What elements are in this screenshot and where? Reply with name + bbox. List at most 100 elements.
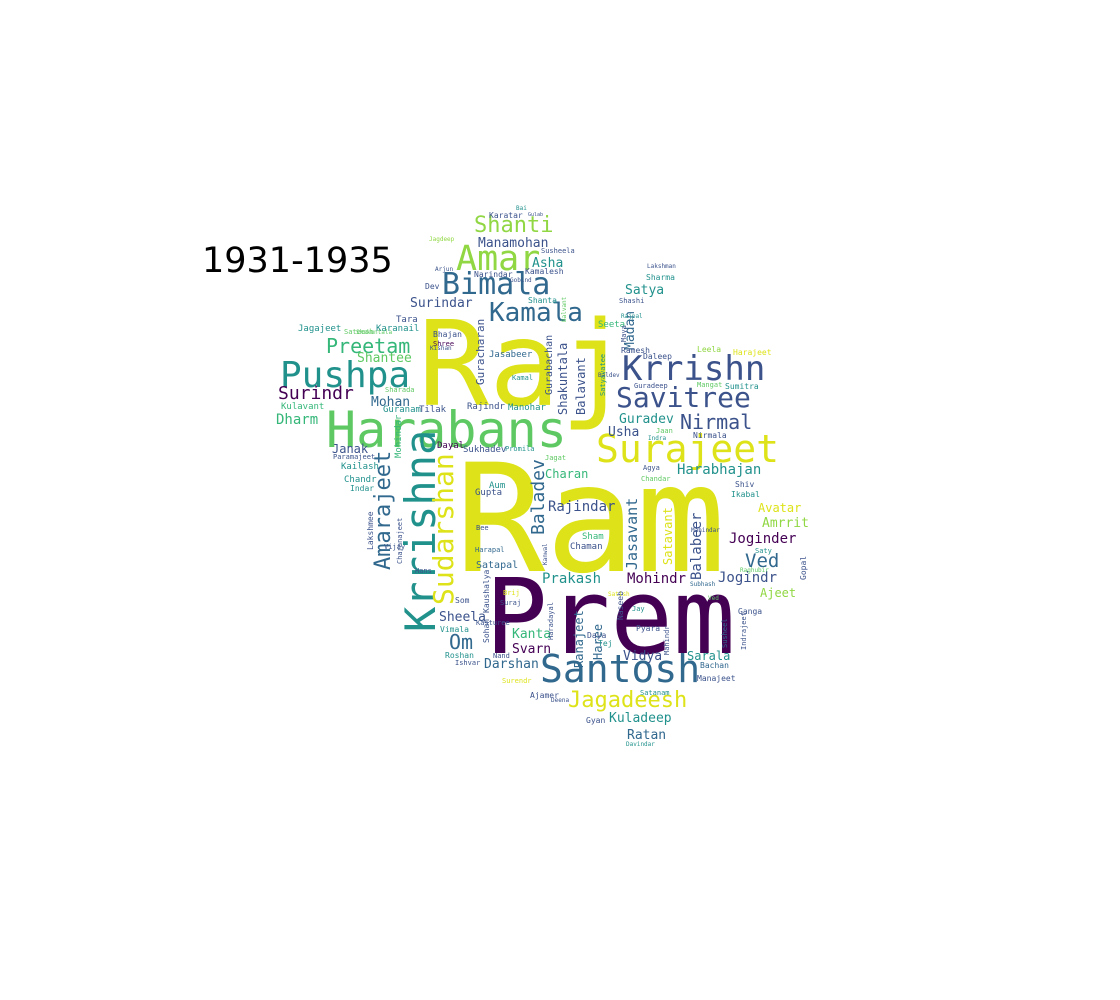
word-cloud-word: Sateesh: [344, 328, 374, 336]
word-cloud-word: Mohan: [371, 395, 411, 410]
word-cloud-word: Susheela: [541, 247, 575, 255]
word-cloud-word: Chandar: [641, 475, 671, 483]
word-cloud-word: Lakshman: [647, 263, 676, 270]
word-cloud-word: Vimala: [440, 625, 469, 634]
word-cloud-word: Ranajeet: [572, 610, 586, 668]
word-cloud-word: Arjun: [435, 266, 454, 273]
word-cloud-word: Guracharan: [474, 318, 487, 385]
word-cloud-word: Sohan: [482, 618, 491, 643]
word-cloud-word: Tara: [396, 315, 418, 325]
word-cloud-word: Satapal: [476, 560, 519, 571]
word-cloud-word: Rajpal: [621, 313, 643, 320]
word-cloud-word: Chaman: [570, 542, 603, 552]
word-cloud-word: Satish: [608, 591, 630, 598]
word-cloud-word: Hans: [415, 567, 432, 575]
word-cloud-word: Surindar: [410, 296, 473, 311]
word-cloud-word: Bai: [516, 205, 527, 212]
word-cloud-word: Roshan: [445, 651, 474, 660]
word-cloud-word: Dev: [425, 282, 440, 291]
word-cloud-word: Charan: [545, 467, 589, 481]
word-cloud-word: Prem: [485, 556, 736, 678]
word-cloud-word: Shanta: [528, 296, 557, 305]
word-cloud-word: Shree: [433, 340, 455, 348]
word-cloud-word: Surajeet: [596, 427, 780, 471]
word-cloud-word: Balavant: [574, 357, 588, 415]
word-cloud-word: Bhajan: [433, 330, 462, 339]
period-label: 1931-1935: [202, 241, 393, 281]
word-cloud-word: Kuladeep: [609, 711, 672, 726]
word-cloud-word: Brij: [503, 589, 520, 597]
word-cloud-word: Sarala: [687, 649, 731, 663]
word-cloud-word: Jagajeet: [298, 324, 342, 334]
word-cloud-word: Indrajeet: [740, 612, 748, 650]
word-cloud-word: Ratan: [627, 728, 667, 743]
word-cloud-word: Kamal: [512, 374, 534, 382]
word-cloud-word: Sumitra: [725, 382, 759, 391]
word-cloud-word: Rajindr: [467, 402, 505, 412]
word-cloud-word: Saty: [755, 547, 772, 555]
word-cloud-word: Raghubir: [740, 567, 769, 574]
word-cloud-word: Ramesh: [621, 346, 650, 355]
word-cloud-word: Preetam: [326, 334, 411, 358]
word-cloud-word: Ishvar: [455, 659, 481, 667]
word-cloud-word: Maya: [620, 325, 628, 342]
word-cloud-word: Charanajeet: [396, 517, 404, 564]
word-cloud-word: Joginder: [729, 531, 797, 547]
word-cloud-word: Harabans: [326, 401, 567, 459]
word-cloud-word: Raj: [418, 295, 632, 433]
word-cloud-word: Surindr: [278, 383, 354, 404]
word-cloud-word: Sharada: [385, 386, 415, 394]
word-cloud-word: Jagadeesh: [568, 688, 688, 713]
word-cloud-word: Dayal: [437, 441, 465, 451]
word-cloud-word: Daya: [587, 631, 607, 640]
word-cloud-word: Ikabal: [731, 490, 760, 499]
word-cloud-word: Manamohan: [478, 236, 549, 251]
word-cloud-word: Ajamer: [530, 691, 559, 700]
word-cloud-word: Nirmal: [680, 410, 753, 434]
word-cloud-word: Surendr: [502, 677, 532, 685]
word-cloud-word: Gobind: [510, 277, 532, 284]
word-cloud-word: Balvant: [561, 296, 568, 322]
word-cloud-word: Amar: [456, 239, 541, 279]
word-cloud-word: Janak: [332, 442, 369, 456]
word-cloud-word: Kulavant: [281, 402, 325, 412]
word-cloud-word: Balabeer: [689, 512, 705, 580]
word-cloud-word: Vidya: [623, 649, 663, 664]
word-cloud-word: Satyavatee: [599, 353, 607, 396]
word-cloud-word: Chandr: [344, 475, 377, 485]
word-cloud-word: Mahindar: [691, 527, 720, 534]
word-cloud-word: Pushpa: [280, 355, 411, 396]
word-cloud-word: Gopal: [799, 555, 808, 580]
word-cloud-word: Suraj: [500, 599, 522, 607]
word-cloud-word: Gyan: [586, 716, 606, 725]
word-cloud-word: Satya: [625, 283, 665, 298]
word-cloud-word: Bee: [476, 524, 489, 532]
word-cloud-word: Nand: [493, 652, 510, 660]
word-cloud-word: Ved: [745, 550, 780, 572]
word-cloud-word: Narindar: [474, 270, 513, 279]
word-cloud-word: Jagat: [545, 454, 567, 462]
word-cloud-word: Kamala: [489, 298, 583, 328]
word-cloud-word: Shakuntala: [556, 342, 570, 415]
word-cloud-word: Kishan: [430, 345, 452, 352]
word-cloud-word: Harabhajan: [677, 462, 762, 478]
word-cloud-word: Jay: [632, 605, 645, 613]
word-cloud-word: Shanti: [474, 213, 554, 238]
word-cloud-word: Pyara: [636, 624, 661, 633]
word-cloud-word: Karanail: [376, 324, 420, 334]
word-cloud-word: Kanwal: [542, 543, 549, 565]
word-cloud-word: Susheel: [721, 618, 729, 648]
word-cloud-word: Sheela: [439, 610, 486, 625]
word-cloud-word: Shiv: [735, 480, 755, 489]
word-cloud-word: Santosh: [540, 647, 701, 691]
word-cloud-word: Jogindr: [718, 570, 778, 586]
word-cloud-word: Mahindr: [663, 625, 671, 655]
word-cloud-word: Bimala: [442, 267, 551, 302]
word-cloud-word: Om: [449, 630, 474, 654]
word-cloud-word: Darshan: [484, 657, 539, 672]
word-cloud-word: Kaushalya: [482, 569, 491, 613]
word-cloud-word: Tilak: [419, 405, 447, 415]
word-cloud-word: Asha: [532, 256, 564, 271]
word-cloud-word: Harajeet: [733, 348, 772, 357]
word-cloud-word: Satanam: [640, 689, 670, 697]
